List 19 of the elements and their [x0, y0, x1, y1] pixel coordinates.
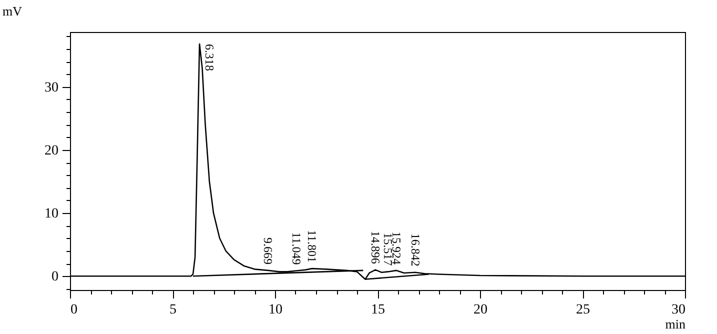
annotation: 11.801 — [304, 230, 319, 263]
y-tick-label: 30 — [44, 80, 58, 96]
annotation: 11.049 — [290, 232, 304, 265]
x-tick-label: 15 — [371, 302, 385, 318]
annotation: 9.669 — [261, 237, 276, 264]
x-tick-label: 30 — [672, 302, 686, 318]
x-tick-label: 10 — [268, 302, 282, 318]
x-axis-title: min — [665, 316, 686, 332]
x-tick-label: 0 — [70, 302, 78, 318]
annotation: 16.842 — [408, 233, 422, 266]
y-tick-label: 0 — [52, 270, 58, 285]
y-tick-label: 10 — [44, 206, 58, 222]
y-tick-label: 20 — [44, 143, 58, 158]
annotation: 14.896 — [368, 230, 382, 264]
y-axis-title: mV — [2, 4, 23, 18]
x-tick-label: 25 — [576, 302, 590, 318]
x-tick-label: 20 — [474, 302, 488, 318]
x-tick-label: 5 — [170, 302, 176, 318]
annotation: 6.318 — [202, 44, 217, 71]
